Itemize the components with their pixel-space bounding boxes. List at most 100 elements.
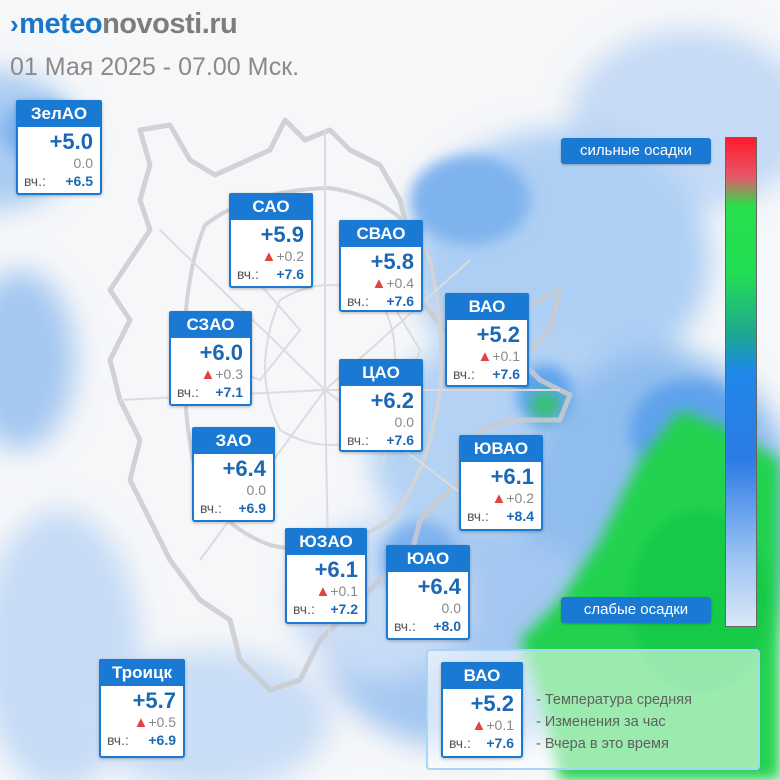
logo-mark-icon: ›: [10, 9, 19, 39]
up-arrow-icon: ▲: [133, 714, 149, 731]
site-logo[interactable]: ›meteonovosti.ru: [10, 6, 238, 42]
logo-text-domain: novosti.ru: [102, 8, 238, 40]
district-7-card[interactable]: ЮВАО +6.1 ▲+0.2 вч.: +8.4: [459, 435, 543, 531]
district-yesterday: вч.: +7.2: [293, 601, 358, 617]
district-temperature: +6.2: [370, 388, 414, 413]
district-yesterday: вч.: +7.6: [347, 293, 414, 309]
district-2-card[interactable]: СВАО +5.8 ▲+0.4 вч.: +7.6: [339, 220, 423, 312]
district-temperature: +5.9: [260, 222, 304, 247]
yesterday-value: +7.6: [492, 366, 520, 382]
district-9-card[interactable]: ЮАО +6.4 0.0 вч.: +8.0: [386, 545, 470, 640]
district-change: 0.0: [247, 482, 266, 498]
yesterday-label: вч.:: [449, 735, 471, 751]
district-name: Троицк: [99, 659, 185, 686]
legend-descriptions: - Температура средняя - Изменения за час…: [536, 689, 692, 755]
district-name: ЮВАО: [459, 435, 543, 462]
legend-line-temperature: - Температура средняя: [536, 692, 692, 708]
district-name: САО: [229, 193, 313, 220]
yesterday-value: +8.4: [506, 508, 534, 524]
yesterday-label: вч.:: [237, 266, 259, 282]
precipitation-scale-bar: [725, 137, 757, 627]
yesterday-value: +6.9: [148, 732, 176, 748]
district-yesterday: вч.: +6.9: [107, 732, 176, 748]
district-yesterday: вч.: +7.1: [177, 384, 243, 400]
district-change-value: 0.0: [394, 414, 414, 430]
district-temperature: +6.4: [417, 574, 461, 599]
district-name: ЮЗАО: [285, 528, 367, 555]
district-yesterday: вч.: +6.5: [24, 173, 93, 189]
district-change-value: +0.5: [148, 714, 176, 730]
forecast-datetime: 01 Мая 2025 - 07.00 Мск.: [10, 53, 300, 81]
district-change: ▲+0.4: [372, 275, 415, 292]
district-10-card[interactable]: Троицк +5.7 ▲+0.5 вч.: +6.9: [99, 659, 185, 758]
district-1-card[interactable]: САО +5.9 ▲+0.2 вч.: +7.6: [229, 193, 313, 288]
legend-box: ВАО +5.2 ▲+0.1 вч.: +7.6 - Температура ср…: [426, 649, 760, 770]
legend-sample-temp: +5.2: [470, 691, 514, 716]
district-change: ▲+0.1: [478, 348, 521, 365]
district-yesterday: вч.: +7.6: [237, 266, 304, 282]
district-temperature: +6.1: [490, 464, 534, 489]
district-name: СЗАО: [169, 311, 252, 338]
scale-label-heavy: сильные осадки: [561, 138, 711, 164]
district-4-card[interactable]: СЗАО +6.0 ▲+0.3 вч.: +7.1: [169, 311, 252, 406]
yesterday-value: +7.1: [215, 384, 243, 400]
up-arrow-icon: ▲: [471, 717, 487, 734]
district-name: СВАО: [339, 220, 423, 247]
district-3-card[interactable]: ВАО +5.2 ▲+0.1 вч.: +7.6: [445, 293, 529, 387]
district-0-card[interactable]: ЗелАО +5.0 0.0 вч.: +6.5: [16, 100, 102, 195]
yesterday-value: +7.6: [486, 735, 514, 751]
district-temperature: +5.0: [49, 129, 93, 154]
district-yesterday: вч.: +8.4: [467, 508, 534, 524]
legend-sample-name: ВАО: [441, 662, 523, 689]
yesterday-label: вч.:: [293, 601, 315, 617]
district-temperature: +6.0: [199, 340, 243, 365]
district-change: 0.0: [442, 600, 461, 616]
yesterday-label: вч.:: [467, 508, 489, 524]
yesterday-label: вч.:: [24, 173, 46, 189]
district-name: ВАО: [445, 293, 529, 320]
legend-sample-yesterday: вч.: +7.6: [449, 735, 514, 751]
city-outline: [107, 117, 573, 693]
yesterday-label: вч.:: [347, 293, 369, 309]
district-yesterday: вч.: +7.6: [347, 432, 414, 448]
legend-sample-change: ▲+0.1: [472, 717, 515, 734]
yesterday-value: +7.6: [386, 293, 414, 309]
yesterday-label: вч.:: [453, 366, 475, 382]
district-8-card[interactable]: ЮЗАО +6.1 ▲+0.1 вч.: +7.2: [285, 528, 367, 624]
district-change-value: 0.0: [246, 482, 266, 498]
district-change-value: 0.0: [73, 155, 93, 171]
legend-line-yesterday: - Вчера в это время: [536, 736, 669, 752]
district-change-value: +0.2: [506, 490, 534, 506]
district-5-card[interactable]: ЦАО +6.2 0.0 вч.: +7.6: [339, 359, 423, 452]
district-change: ▲+0.2: [262, 248, 305, 265]
yesterday-value: +6.9: [238, 500, 266, 516]
logo-text-meteo: meteo: [19, 8, 103, 40]
yesterday-value: +8.0: [433, 618, 461, 634]
yesterday-value: +6.5: [65, 173, 93, 189]
yesterday-value: +7.6: [276, 266, 304, 282]
district-yesterday: вч.: +6.9: [200, 500, 266, 516]
legend-line-change: - Изменения за час: [536, 714, 666, 730]
yesterday-value: +7.6: [386, 432, 414, 448]
district-change-value: +0.4: [386, 275, 414, 291]
district-change: ▲+0.2: [492, 490, 535, 507]
up-arrow-icon: ▲: [371, 275, 387, 292]
yesterday-value: +7.2: [330, 601, 358, 617]
district-yesterday: вч.: +7.6: [453, 366, 520, 382]
district-temperature: +5.7: [132, 688, 176, 713]
district-6-card[interactable]: ЗАО +6.4 0.0 вч.: +6.9: [192, 427, 275, 522]
up-arrow-icon: ▲: [200, 366, 216, 383]
district-temperature: +5.8: [370, 249, 414, 274]
district-yesterday: вч.: +8.0: [394, 618, 461, 634]
district-name: ЗелАО: [16, 100, 102, 127]
yesterday-label: вч.:: [394, 618, 416, 634]
district-change-value: +0.3: [215, 366, 243, 382]
yesterday-label: вч.:: [200, 500, 222, 516]
district-name: ЗАО: [192, 427, 275, 454]
up-arrow-icon: ▲: [315, 583, 331, 600]
district-change: ▲+0.1: [316, 583, 359, 600]
legend-sample-change-value: +0.1: [486, 717, 514, 733]
district-change: 0.0: [74, 155, 93, 171]
district-temperature: +6.1: [314, 557, 358, 582]
